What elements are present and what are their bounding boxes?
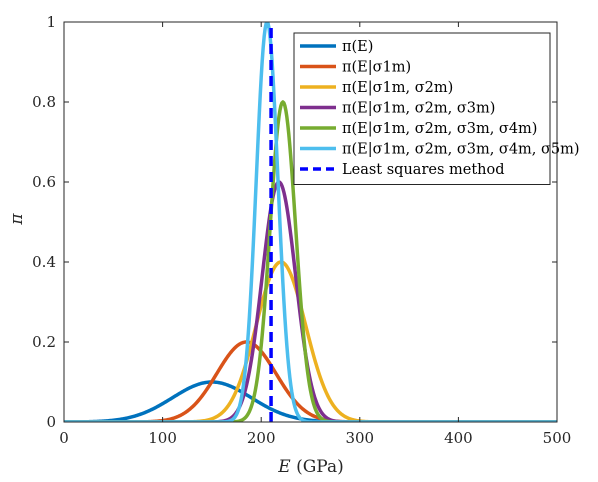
y-tick-label: 0.8 (32, 93, 56, 111)
legend-label: Least squares method (342, 162, 505, 178)
axes-box (63, 21, 558, 423)
x-axis-label: E (GPa) (277, 457, 343, 477)
axes: 0 100 200 300 400 500 0 0.2 0.4 0.6 0.8 1 (32, 13, 571, 447)
x-tick-label: 200 (247, 429, 276, 447)
legend-label: π(E|σ1m, σ2m, σ3m) (342, 101, 495, 117)
y-tick-label: 0.2 (32, 333, 56, 351)
y-tick-label: 0.6 (32, 173, 56, 191)
legend-label: π(E|σ1m, σ2m) (342, 80, 453, 96)
legend-box (293, 32, 551, 185)
y-tick-label: 0 (46, 413, 56, 431)
x-tick-label: 500 (543, 429, 572, 447)
legend-label: π(E|σ1m, σ2m, σ3m, σ4m, σ5m) (342, 142, 580, 158)
x-axis-label-unit: (GPa) (291, 457, 344, 477)
y-tick-label: 0.4 (32, 253, 56, 271)
x-tick-label: 300 (345, 429, 374, 447)
legend: π(E) π(E|σ1m) π(E|σ1m, σ2m) π(E|σ1m, σ2m, σ… (293, 32, 580, 185)
legend-label: π(E|σ1m, σ2m, σ3m, σ4m) (342, 121, 537, 137)
legend-label: π(E|σ1m) (342, 60, 411, 76)
x-tick-label: 100 (148, 429, 177, 447)
y-axis-label: π (7, 213, 27, 226)
y-tick-label: 1 (46, 13, 56, 31)
x-tick-label: 400 (444, 429, 473, 447)
x-axis-label-var: E (277, 457, 291, 477)
x-tick-label: 0 (59, 429, 69, 447)
series-line-5 (64, 100, 557, 422)
legend-label: π(E) (342, 39, 373, 55)
series-line-3 (64, 260, 557, 422)
